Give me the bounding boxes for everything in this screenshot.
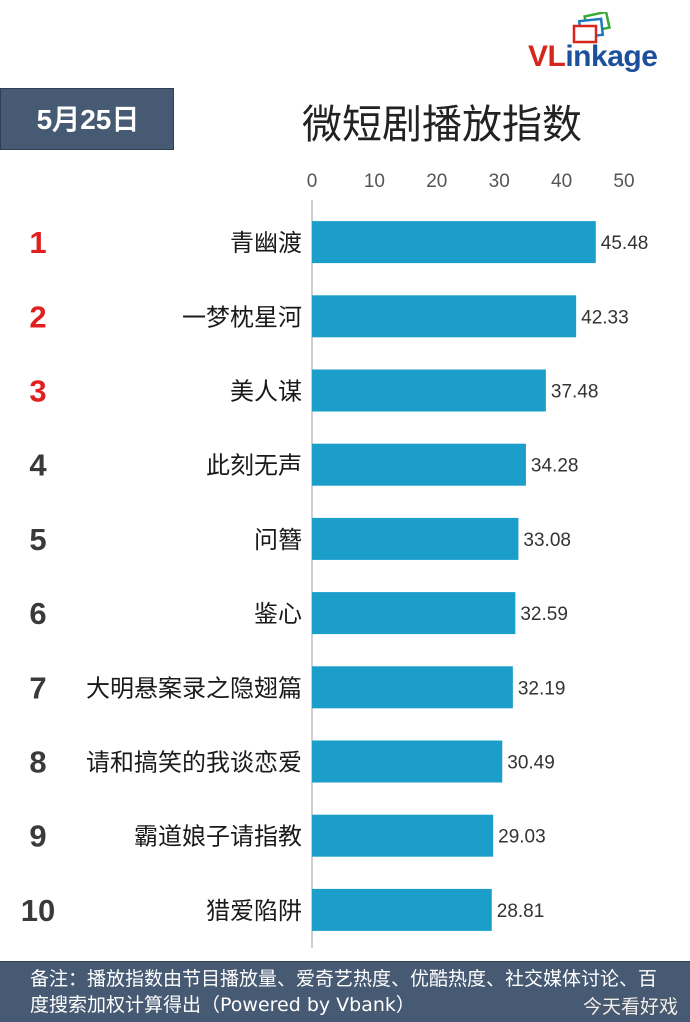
bar — [312, 221, 596, 264]
footnote: 备注：播放指数由节目播放量、爱奇艺热度、优酷热度、社交媒体讨论、百度搜索加权计算… — [30, 968, 658, 1016]
category-label: 青幽渡 — [230, 229, 302, 257]
rank-number: 4 — [29, 448, 47, 483]
bar-value-label: 32.59 — [520, 604, 568, 625]
rank-number: 2 — [29, 299, 46, 334]
bar — [312, 443, 526, 486]
rank-number: 8 — [29, 745, 46, 780]
category-label: 一梦枕星河 — [182, 303, 302, 331]
bar-value-label: 29.03 — [498, 827, 546, 848]
rank-number: 6 — [29, 596, 46, 631]
rank-number: 10 — [21, 893, 55, 928]
rank-number: 9 — [29, 819, 46, 854]
bar-value-label: 33.08 — [523, 530, 571, 551]
bar — [312, 666, 513, 709]
x-tick-label: 0 — [307, 171, 318, 192]
category-label: 问簪 — [254, 526, 302, 554]
x-tick-label: 20 — [426, 171, 447, 192]
bar-value-label: 45.48 — [601, 233, 649, 254]
x-tick-label: 40 — [551, 171, 572, 192]
bar-value-label: 32.19 — [518, 678, 566, 699]
category-label: 请和搞笑的我谈恋爱 — [86, 749, 302, 777]
category-label: 鉴心 — [254, 600, 302, 628]
rank-number: 7 — [29, 670, 46, 705]
x-tick-label: 10 — [364, 171, 385, 192]
date-badge: 5月25日 — [0, 88, 174, 150]
category-label: 猎爱陷阱 — [206, 897, 302, 925]
bar-value-label: 42.33 — [581, 307, 629, 328]
category-label: 大明悬案录之隐翅篇 — [86, 674, 302, 702]
rank-number: 1 — [29, 225, 46, 260]
watermark: 今天看好戏 — [582, 996, 678, 1018]
logo-mark-icon — [572, 12, 611, 44]
x-tick-label: 30 — [489, 171, 510, 192]
bar — [312, 888, 492, 931]
bar-value-label: 28.81 — [497, 901, 545, 922]
rank-number: 3 — [29, 374, 46, 409]
bar-value-label: 37.48 — [551, 382, 599, 403]
date-label: 5月25日 — [36, 104, 140, 135]
bar — [312, 295, 577, 338]
logo-wordmark: VLinkage — [528, 40, 658, 73]
bar-value-label: 34.28 — [531, 456, 579, 477]
footer-bar: 备注：播放指数由节目播放量、爱奇艺热度、优酷热度、社交媒体讨论、百度搜索加权计算… — [0, 961, 690, 1022]
chart-title: 微短剧播放指数 — [302, 102, 582, 148]
category-label: 美人谋 — [230, 378, 302, 406]
bar — [312, 592, 516, 635]
bar — [312, 814, 494, 857]
rank-number: 5 — [29, 522, 46, 557]
bar — [312, 740, 503, 783]
x-tick-label: 50 — [613, 171, 634, 192]
bar — [312, 369, 546, 412]
category-label: 霸道娘子请指教 — [134, 823, 302, 851]
bar — [312, 517, 519, 560]
bar-value-label: 30.49 — [507, 753, 555, 774]
vlinkage-logo: VLinkage — [528, 12, 686, 76]
category-label: 此刻无声 — [206, 452, 302, 480]
